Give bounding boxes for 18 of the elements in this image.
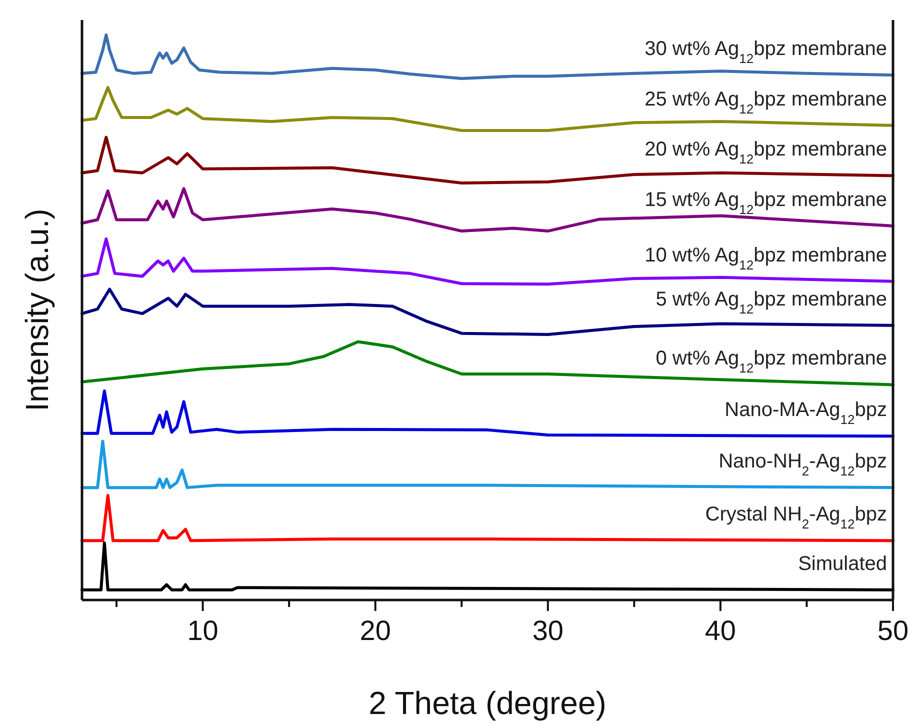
- y-axis-title: Intensity (a.u.): [19, 208, 55, 412]
- series-label: 25 wt% Ag$_{12}$bpz membrane: [644, 88, 887, 116]
- x-tick-label: 50: [877, 615, 909, 646]
- series-label: 5 wt% Ag$_{12}$bpz membrane: [656, 288, 887, 316]
- series-label: 0 wt% Ag$_{12}$bpz membrane: [656, 348, 887, 376]
- series-label: Crystal NH$_{2}$-Ag$_{12}$bpz: [705, 504, 887, 532]
- series-label: Nano-NH$_{2}$-Ag$_{12}$bpz: [718, 450, 887, 478]
- x-tick-label: 20: [360, 615, 391, 646]
- series-label: 10 wt% Ag$_{12}$bpz membrane: [644, 244, 887, 272]
- x-tick-label: 10: [187, 615, 218, 646]
- series-label: 30 wt% Ag$_{12}$bpz membrane: [644, 38, 887, 66]
- x-tick-label: 40: [704, 615, 736, 646]
- x-axis-title: 2 Theta (degree): [368, 685, 606, 721]
- series-label: Simulated: [798, 552, 887, 575]
- series-label: 15 wt% Ag$_{12}$bpz membrane: [644, 188, 887, 216]
- x-tick-label: 30: [532, 615, 564, 646]
- series-label: 20 wt% Ag$_{12}$bpz membrane: [644, 138, 887, 166]
- series-label: Nano-MA-Ag$_{12}$bpz: [724, 399, 887, 427]
